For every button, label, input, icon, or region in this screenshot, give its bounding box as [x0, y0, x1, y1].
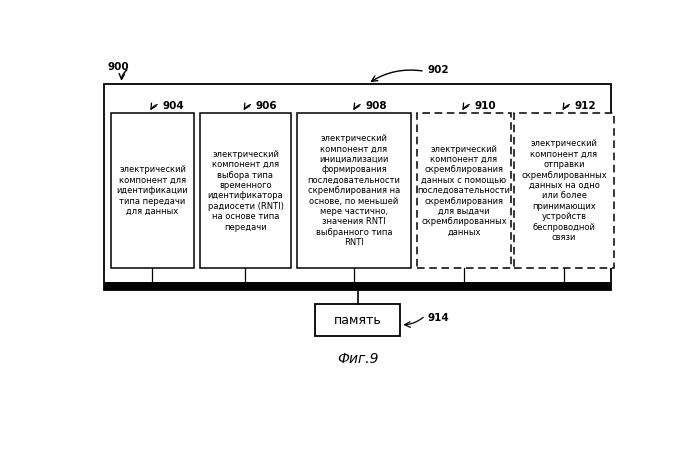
Text: 900: 900 — [108, 62, 129, 72]
Text: 906: 906 — [255, 101, 277, 111]
Bar — [104, 282, 611, 290]
Text: электрический
компонент для
отправки
скремблированных
данных на одно
или более
п: электрический компонент для отправки скр… — [521, 140, 607, 242]
Text: электрический
компонент для
выбора типа
временного
идентификатора
радиосети (RNT: электрический компонент для выбора типа … — [208, 150, 283, 231]
Text: 908: 908 — [365, 101, 387, 111]
Text: 914: 914 — [428, 313, 449, 323]
Text: электрический
компонент для
скремблирования
данных с помощью
последовательности
: электрический компонент для скремблирова… — [417, 145, 510, 237]
Text: 902: 902 — [428, 65, 449, 75]
Text: электрический
компонент для
инициализации
формирования
последовательности
скремб: электрический компонент для инициализаци… — [308, 134, 401, 247]
Text: 910: 910 — [474, 101, 496, 111]
Text: Фиг.9: Фиг.9 — [337, 352, 379, 366]
Text: 912: 912 — [575, 101, 596, 111]
Text: 904: 904 — [162, 101, 184, 111]
Bar — [200, 113, 291, 269]
Bar — [514, 113, 614, 269]
Bar — [296, 113, 411, 269]
Bar — [104, 84, 611, 290]
Bar — [110, 113, 194, 269]
Bar — [417, 113, 511, 269]
Bar — [315, 304, 401, 336]
Text: электрический
компонент для
идентификации
типа передачи
для данных: электрический компонент для идентификаци… — [117, 165, 188, 216]
Text: память: память — [334, 313, 382, 327]
